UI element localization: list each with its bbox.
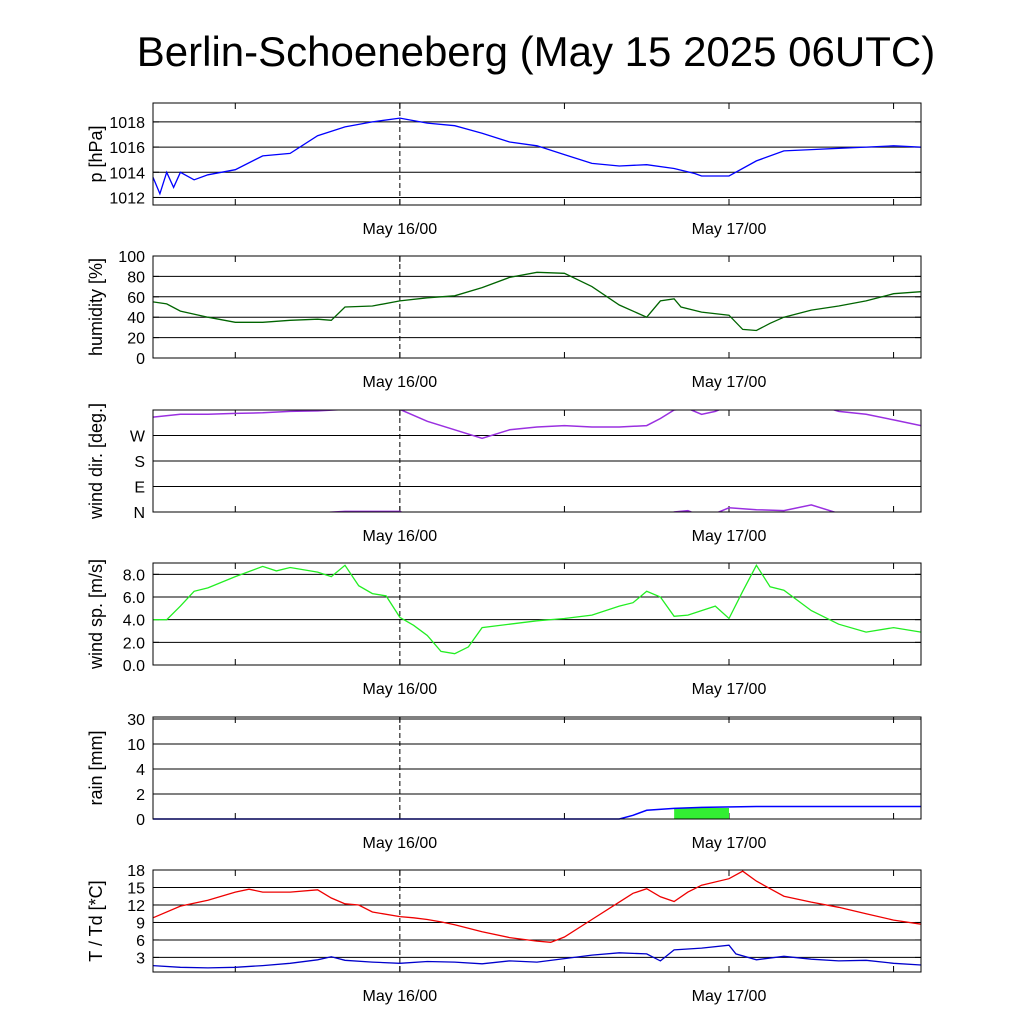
- series-line-Td: [152, 944, 922, 969]
- series-line: [153, 564, 922, 655]
- y-tick-label: 60: [127, 290, 145, 307]
- y-tick-label: 18: [127, 863, 145, 880]
- x-tick-label: May 17/00: [692, 374, 767, 391]
- series-line-T: [152, 870, 922, 943]
- panel-rain: 0 2 4 10 30 May 16/00 May 17/00 rain [mm]: [86, 712, 922, 852]
- y-tick-label: 9: [136, 915, 145, 932]
- y-tick-label: 3: [136, 950, 145, 967]
- series-line: [153, 410, 921, 440]
- y-tick-label: 6: [136, 933, 145, 950]
- y-tick-label: 1012: [109, 190, 145, 207]
- rain-bar: [674, 808, 729, 819]
- x-tick-label: May 16/00: [362, 681, 437, 698]
- y-tick-label: 20: [127, 331, 145, 348]
- y-tick-label: 0: [136, 351, 145, 368]
- y-axis-label: T / Td [*C]: [86, 880, 106, 961]
- y-tick-label: E: [134, 480, 145, 497]
- y-tick-label: 4: [136, 762, 145, 779]
- rain-accumulated-line: [153, 805, 921, 820]
- y-tick-label: N: [133, 505, 145, 522]
- y-tick-label: 1018: [109, 115, 145, 132]
- y-tick-label: 12: [127, 898, 145, 915]
- panel-wind-speed: 0.0 2.0 4.0 6.0 8.0 May 16/00 May 17/00 wind sp…: [86, 559, 922, 698]
- x-tick-label: May 16/00: [362, 528, 437, 545]
- y-tick-label: 1016: [109, 140, 145, 157]
- y-tick-label: 10: [127, 737, 145, 754]
- plot-frame: [152, 409, 922, 513]
- plot-frame: [152, 102, 922, 206]
- panel-pressure: 1012 1014 1016 1018 May 16/00 May 17/00 p [hPa…: [86, 102, 922, 238]
- series-line: [152, 117, 922, 196]
- x-tick-label: May 17/00: [692, 528, 767, 545]
- y-axis-label: p [hPa]: [86, 125, 106, 182]
- plot-frame: [152, 869, 922, 973]
- y-tick-label: 0: [136, 812, 145, 829]
- series-line-wrapped: [320, 504, 837, 512]
- panel-humidity: 0 20 40 60 80 100 May 16/00 May 17/00 humidity […: [86, 249, 922, 391]
- y-tick-label: 2.0: [123, 635, 145, 652]
- y-tick-label: 6.0: [123, 590, 145, 607]
- chart-title: Berlin-Schoeneberg (May 15 2025 06UTC): [137, 28, 935, 75]
- series-line: [152, 271, 922, 332]
- wind-direction-lines: [153, 410, 921, 512]
- x-tick-label: May 17/00: [692, 988, 767, 1005]
- x-tick-label: May 17/00: [692, 221, 767, 238]
- y-tick-label: 0.0: [123, 658, 145, 675]
- y-tick-label: W: [130, 429, 146, 446]
- y-axis-label: rain [mm]: [86, 730, 106, 805]
- plot-frame: [152, 255, 922, 359]
- y-axis-label: wind sp. [m/s]: [86, 559, 106, 670]
- y-tick-label: S: [134, 454, 145, 471]
- y-tick-label: 8.0: [123, 567, 145, 584]
- x-tick-label: May 17/00: [692, 835, 767, 852]
- y-tick-label: 2: [136, 787, 145, 804]
- x-tick-label: May 17/00: [692, 681, 767, 698]
- y-axis-label: wind dir. [deg.]: [86, 403, 106, 520]
- y-tick-label: 40: [127, 310, 145, 327]
- x-tick-label: May 16/00: [362, 221, 437, 238]
- y-tick-label: 80: [127, 269, 145, 286]
- x-tick-label: May 16/00: [362, 835, 437, 852]
- y-tick-label: 1014: [109, 165, 145, 182]
- y-axis-label: humidity [%]: [86, 258, 106, 356]
- y-tick-label: 30: [127, 712, 145, 729]
- y-tick-label: 15: [127, 880, 145, 897]
- plot-frame: [152, 562, 922, 666]
- plot-frame: [152, 716, 922, 820]
- y-tick-label: 4.0: [123, 613, 145, 630]
- y-tick-label: 100: [118, 249, 145, 266]
- x-tick-label: May 16/00: [362, 374, 437, 391]
- x-tick-label: May 16/00: [362, 988, 437, 1005]
